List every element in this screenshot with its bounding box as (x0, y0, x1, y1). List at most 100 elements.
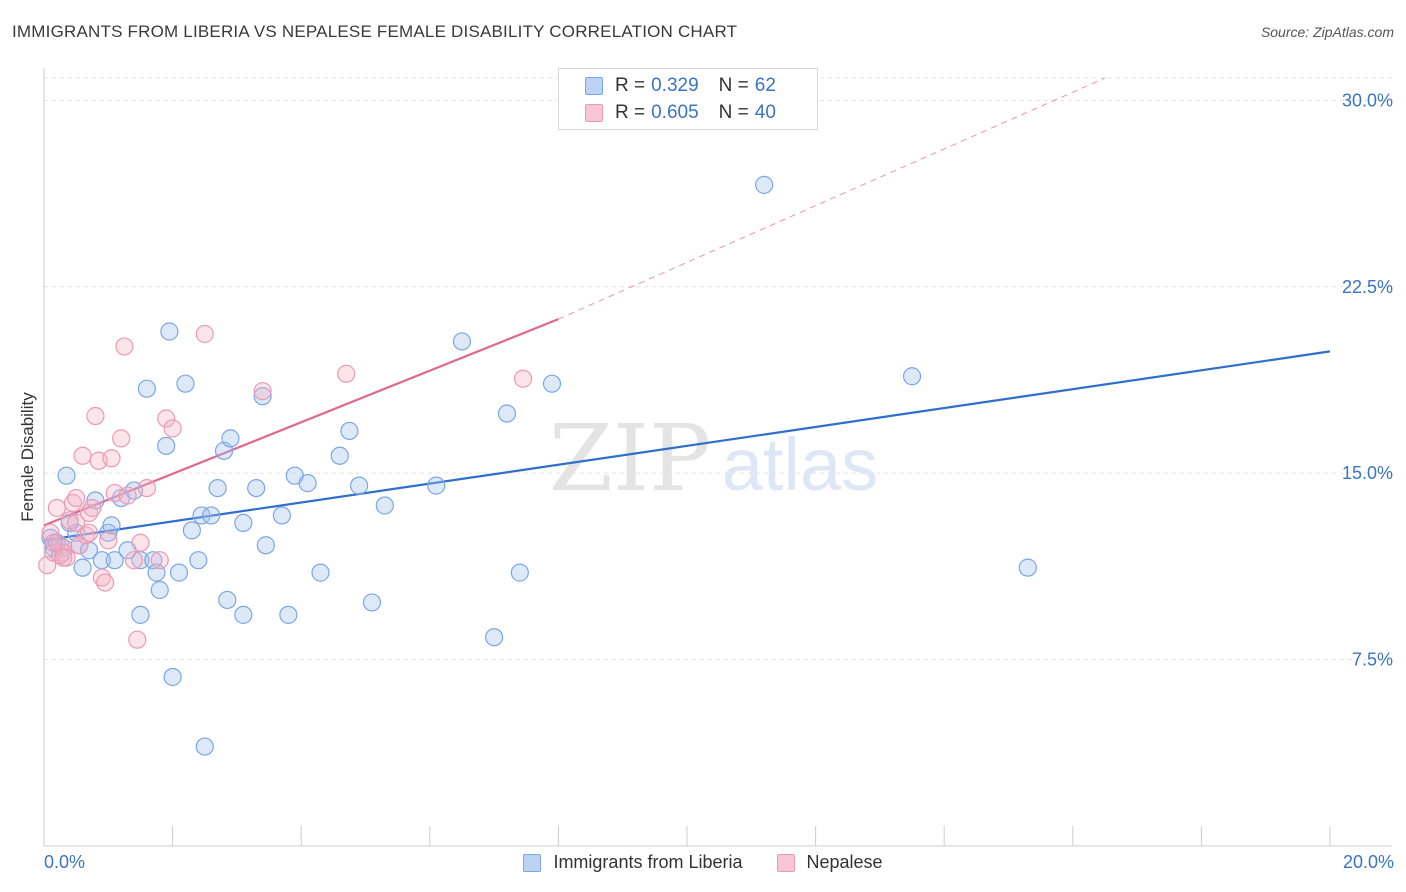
trend-line-nepalese-extension (558, 77, 1106, 320)
nepalese-point (44, 533, 63, 552)
liberia-point (1018, 558, 1037, 577)
nepalese-point (95, 573, 115, 592)
nepalese-swatch (585, 104, 603, 122)
nepalese-point (128, 630, 147, 649)
stats-legend-row-liberia: R = 0.329 N = 62 (585, 75, 776, 97)
source-label: Source: ZipAtlas.com (1260, 24, 1394, 40)
liberia-point (105, 551, 124, 570)
liberia-point (182, 521, 201, 540)
liberia-point (349, 476, 369, 495)
stats-legend: R = 0.329 N = 62 R = 0.605 N = 40 (558, 68, 818, 130)
chart-title: IMMIGRANTS FROM LIBERIA VS NEPALESE FEMA… (12, 22, 738, 41)
trend-line-nepalese (43, 318, 559, 527)
liberia-point (169, 563, 189, 582)
n-label: N = (718, 102, 749, 123)
liberia-point (510, 563, 529, 582)
liberia-point (375, 496, 394, 515)
legend-label-liberia: Immigrants from Liberia (553, 852, 743, 872)
nepalese-point (102, 449, 121, 468)
liberia-point (362, 593, 382, 612)
liberia-point (256, 536, 275, 555)
nepalese-point (67, 488, 86, 508)
nepalese-point (115, 337, 134, 356)
liberia-point (57, 466, 76, 485)
nepalese-point (79, 523, 99, 542)
nepalese-point (150, 551, 169, 570)
liberia-point (253, 387, 272, 406)
liberia-point (208, 478, 227, 498)
legend-item-liberia[interactable]: Immigrants from Liberia (523, 852, 743, 873)
r-label: R = (615, 75, 646, 96)
y-tick-label: 7.5% (1352, 650, 1393, 670)
liberia-point (452, 332, 472, 351)
liberia-point (485, 628, 504, 647)
liberia-point (247, 478, 266, 498)
liberia-point (160, 322, 179, 341)
data-points (38, 175, 1037, 756)
nepalese-point (124, 551, 144, 570)
nepalese-point (76, 526, 95, 545)
liberia-point (102, 516, 121, 535)
nepalese-point (63, 493, 83, 513)
liberia-point (131, 605, 150, 624)
x-tick-label-max: 20.0% (1342, 852, 1394, 872)
liberia-point (150, 580, 169, 600)
liberia-point (234, 513, 253, 532)
n-value: 40 (754, 102, 776, 123)
legend-label-nepalese: Nepalese (806, 852, 883, 872)
liberia-point (234, 605, 253, 624)
n-value: 62 (754, 75, 776, 96)
y-tick-labels: 7.5% 15.0% 22.5% 30.0% (1342, 90, 1393, 669)
liberia-point (542, 374, 562, 393)
nepalese-point (54, 543, 73, 562)
legend-item-nepalese[interactable]: Nepalese (776, 852, 883, 873)
nepalese-point (73, 446, 92, 465)
liberia-point (902, 367, 922, 386)
liberia-point (221, 429, 240, 448)
nepalese-point (67, 513, 86, 532)
trend-lines (43, 77, 1331, 542)
trend-line-liberia (43, 350, 1331, 542)
nepalese-point (92, 568, 111, 587)
nepalese-point (513, 369, 533, 388)
n-label: N = (718, 75, 749, 96)
y-tick-label: 30.0% (1342, 90, 1393, 110)
y-axis-label: Female Disability (18, 392, 37, 522)
watermark-atlas: atlas (722, 423, 878, 506)
nepalese-point (99, 531, 118, 550)
liberia-point (279, 605, 298, 624)
y-tick-label: 15.0% (1342, 463, 1393, 483)
nepalese-point (157, 409, 176, 428)
liberia-point (176, 374, 195, 393)
nepalese-point (337, 364, 356, 383)
liberia-point (298, 474, 317, 493)
series-legend: Immigrants from Liberia Nepalese (0, 852, 1406, 873)
liberia-point (340, 421, 359, 441)
liberia-point (195, 737, 214, 756)
stats-legend-row-nepalese: R = 0.605 N = 40 (585, 102, 776, 124)
x-tick-label-min: 0.0% (44, 852, 86, 872)
y-tick-label: 22.5% (1342, 277, 1393, 297)
liberia-point (272, 506, 292, 525)
liberia-point (202, 506, 221, 525)
liberia-point (427, 476, 446, 495)
liberia-point (330, 446, 349, 465)
liberia-point (163, 667, 182, 687)
nepalese-point (41, 523, 60, 542)
axes (43, 68, 1392, 847)
liberia-point (311, 563, 330, 582)
nepalese-point (86, 406, 105, 426)
liberia-swatch (523, 853, 542, 872)
nepalese-swatch (776, 853, 795, 872)
liberia-point (189, 551, 208, 570)
liberia-swatch (585, 77, 603, 95)
watermark-zip: ZIP (549, 405, 711, 512)
nepalese-point (137, 478, 156, 498)
nepalese-point (253, 382, 272, 401)
nepalese-point (83, 498, 102, 518)
gridlines (44, 77, 1392, 661)
nepalese-point (70, 536, 89, 555)
r-value: 0.605 (651, 102, 699, 123)
liberia-point (137, 379, 156, 398)
r-value: 0.329 (651, 75, 699, 96)
